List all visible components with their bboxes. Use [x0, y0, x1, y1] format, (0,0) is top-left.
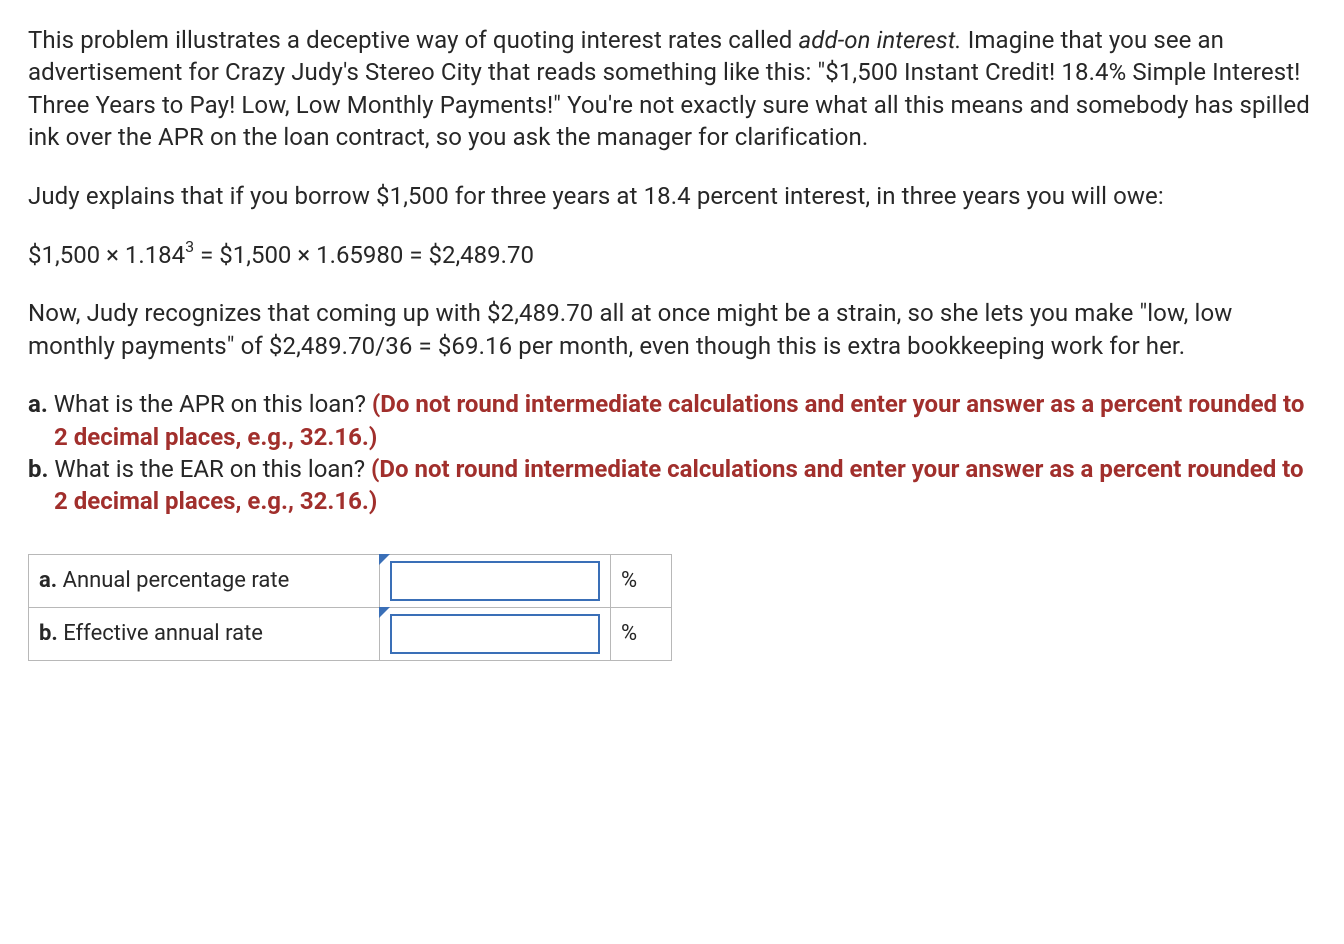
row-b-letter: b.	[39, 621, 58, 646]
input-corner-icon	[379, 607, 390, 618]
row-b-label-cell: b. Effective annual rate	[29, 607, 380, 660]
question-b-letter: b.	[28, 455, 48, 483]
para1-pre: This problem illustrates a deceptive way…	[28, 26, 798, 54]
question-a: a. What is the APR on this loan? (Do not…	[28, 388, 1316, 453]
table-row: a. Annual percentage rate %	[29, 554, 672, 607]
row-b-input-cell	[380, 607, 611, 660]
row-a-unit: %	[611, 554, 672, 607]
question-list: a. What is the APR on this loan? (Do not…	[28, 388, 1316, 518]
intro-paragraph-1: This problem illustrates a deceptive way…	[28, 24, 1316, 154]
eq-exponent: 3	[185, 237, 194, 256]
eq-right: = $1,500 × 1.65980 = $2,489.70	[194, 241, 534, 269]
eq-left: $1,500 × 1.184	[28, 241, 185, 269]
add-on-interest-term: add-on interest.	[798, 26, 961, 54]
question-b: b. What is the EAR on this loan? (Do not…	[28, 453, 1316, 518]
row-a-label-cell: a. Annual percentage rate	[29, 554, 380, 607]
row-b-unit: %	[611, 607, 672, 660]
intro-paragraph-2: Judy explains that if you borrow $1,500 …	[28, 180, 1316, 212]
row-a-input-cell	[380, 554, 611, 607]
apr-input[interactable]	[390, 561, 600, 601]
equation-line: $1,500 × 1.1843 = $1,500 × 1.65980 = $2,…	[28, 238, 1316, 271]
question-a-text: What is the APR on this loan?	[48, 390, 372, 418]
ear-input[interactable]	[390, 614, 600, 654]
row-a-letter: a.	[39, 568, 57, 593]
table-row: b. Effective annual rate %	[29, 607, 672, 660]
question-b-text: What is the EAR on this loan?	[48, 455, 371, 483]
question-a-letter: a.	[28, 390, 48, 418]
input-corner-icon	[379, 554, 390, 565]
row-a-label: Annual percentage rate	[57, 568, 289, 593]
intro-paragraph-3: Now, Judy recognizes that coming up with…	[28, 297, 1316, 362]
row-b-label: Effective annual rate	[58, 621, 263, 646]
answer-table: a. Annual percentage rate % b. Effective…	[28, 554, 672, 661]
